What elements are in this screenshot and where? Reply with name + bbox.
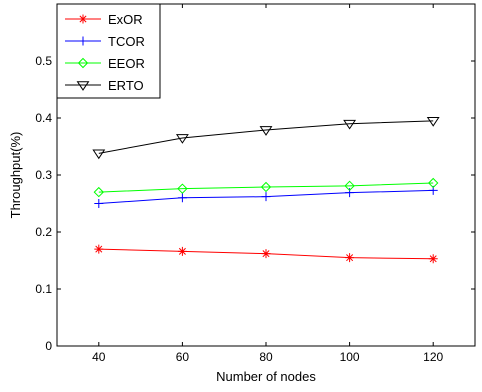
- data-point-exor: [428, 254, 438, 264]
- legend-entry-eeor: EEOR: [108, 56, 145, 71]
- x-tick-label: 100: [340, 350, 360, 364]
- legend-marker: [76, 81, 90, 91]
- data-point-erto: [259, 126, 273, 136]
- series-line-eeor: [98, 182, 434, 193]
- data-point-exor: [94, 244, 104, 254]
- y-tick-label: 0.5: [35, 54, 52, 68]
- legend-marker: [77, 57, 89, 69]
- y-axis-label: Throughput(%): [8, 132, 23, 219]
- legend-entry-tcor: TCOR: [108, 34, 145, 49]
- legend-entry-exor: ExOR: [108, 12, 143, 27]
- data-point-tcor: [177, 193, 187, 203]
- data-point-exor: [177, 246, 187, 256]
- x-tick-label: 120: [423, 350, 443, 364]
- y-tick-label: 0.4: [35, 111, 52, 125]
- data-point-erto: [175, 134, 189, 144]
- data-point-eeor: [260, 181, 272, 193]
- x-tick-label: 80: [259, 350, 273, 364]
- legend-marker: [78, 36, 88, 46]
- x-tick-label: 40: [92, 350, 106, 364]
- data-point-eeor: [93, 186, 105, 198]
- data-point-erto: [343, 119, 357, 130]
- data-point-tcor: [94, 199, 104, 208]
- data-point-eeor: [344, 180, 355, 192]
- data-point-eeor: [427, 177, 439, 189]
- y-tick-label: 0.3: [35, 168, 52, 182]
- data-point-erto: [92, 149, 106, 160]
- data-point-erto: [426, 117, 440, 127]
- legend-marker: [78, 14, 88, 24]
- data-point-exor: [261, 249, 271, 259]
- y-tick-label: 0.1: [35, 282, 52, 296]
- data-point-tcor: [261, 192, 271, 202]
- data-point-eeor: [177, 183, 188, 194]
- x-axis-label: Number of nodes: [216, 369, 316, 384]
- y-tick-label: 0: [45, 339, 52, 353]
- series-line-erto: [98, 120, 434, 154]
- y-tick-label: 0.2: [35, 225, 52, 239]
- data-point-exor: [345, 253, 355, 263]
- legend-box: [56, 3, 161, 99]
- legend-entry-erto: ERTO: [108, 78, 144, 93]
- x-tick-label: 60: [176, 350, 190, 364]
